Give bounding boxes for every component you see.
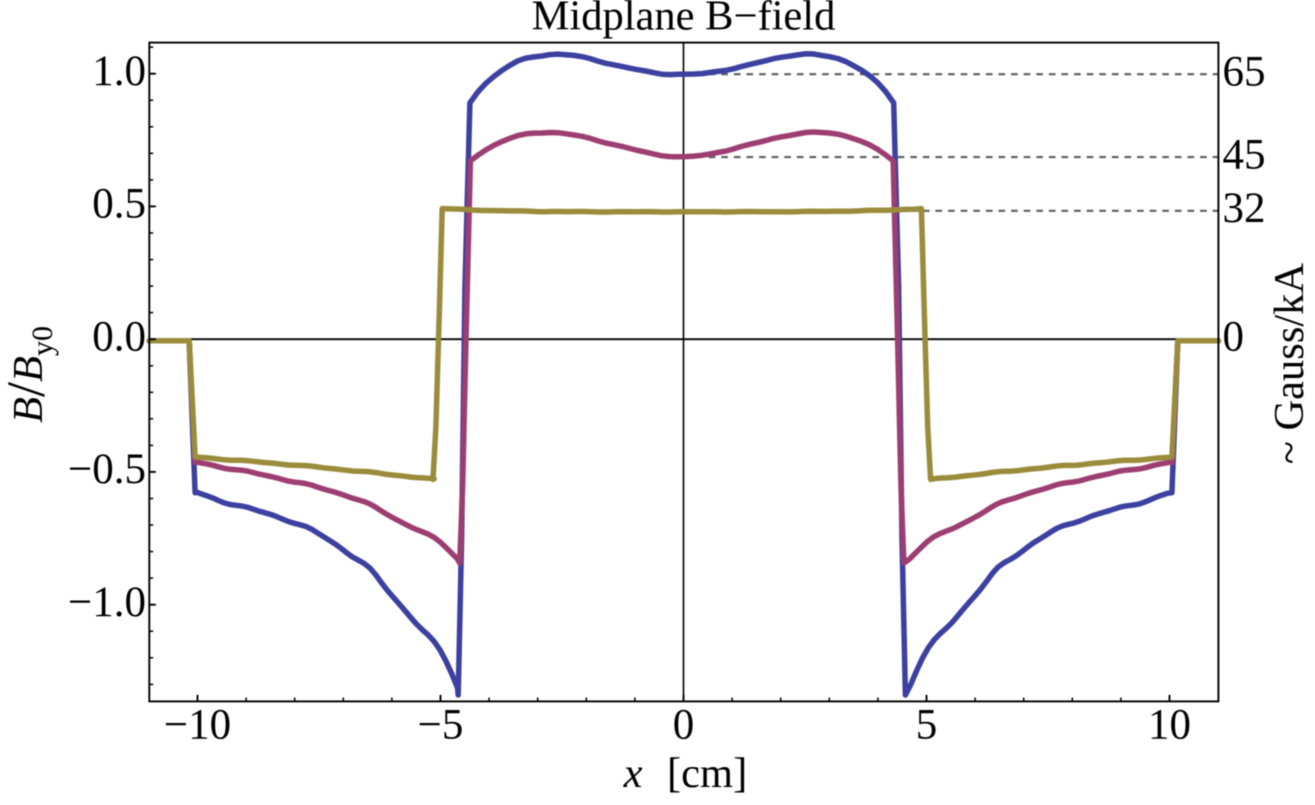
svg-text:45: 45 [1223,131,1266,178]
svg-text:−10: −10 [164,702,231,749]
svg-text:Midplane B−field: Midplane B−field [532,0,836,40]
svg-text:32: 32 [1223,185,1266,232]
svg-text:B/By0: B/By0 [0,326,59,423]
svg-text:1.0: 1.0 [92,48,146,95]
svg-text:x: x [623,750,643,797]
svg-text:[cm]: [cm] [667,750,747,797]
svg-text:0: 0 [1223,314,1245,361]
svg-text:~ Gauss/kA: ~ Gauss/kA [1266,263,1313,465]
svg-text:0.0: 0.0 [92,313,146,360]
svg-text:−1.0: −1.0 [68,579,146,626]
svg-text:−5: −5 [418,702,464,749]
svg-text:0: 0 [673,702,695,749]
svg-text:5: 5 [916,702,938,749]
svg-text:−0.5: −0.5 [68,446,146,493]
svg-text:0.5: 0.5 [92,181,146,228]
svg-text:65: 65 [1223,49,1266,96]
svg-text:10: 10 [1148,702,1191,749]
